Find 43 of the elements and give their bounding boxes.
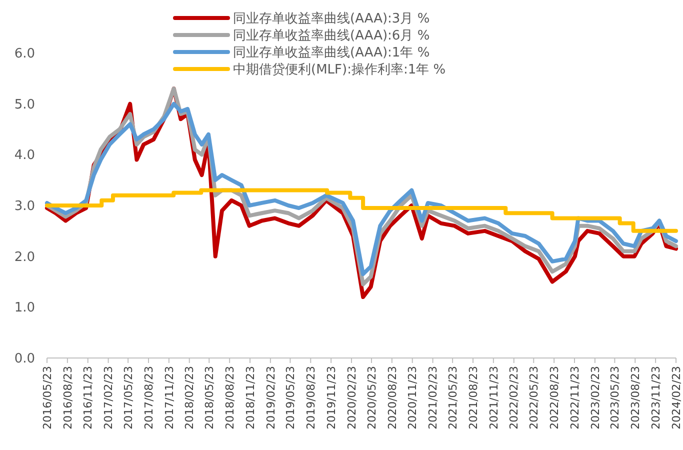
- legend-label: 同业存单收益率曲线(AAA):6月 %: [233, 28, 430, 44]
- x-tick-label: 2020/05/23: [365, 366, 378, 430]
- x-tick-label: 2023/08/23: [628, 366, 642, 430]
- y-tick-label: 6.0: [14, 46, 35, 62]
- x-tick-label: 2016/05/23: [40, 366, 54, 430]
- x-tick-label: 2022/11/23: [568, 366, 582, 430]
- x-tick-label: 2017/08/23: [142, 366, 156, 430]
- x-tick-label: 2017/11/23: [162, 366, 176, 430]
- y-tick-label: 4.0: [14, 148, 35, 164]
- y-tick-label: 1.0: [14, 300, 35, 316]
- x-tick-label: 2018/11/23: [244, 366, 257, 430]
- x-tick-label: 2016/08/23: [61, 366, 74, 430]
- x-tick-label: 2021/02/23: [426, 366, 440, 430]
- x-tick-label: 2019/02/23: [264, 366, 278, 430]
- x-tick-label: 2018/02/23: [183, 366, 196, 430]
- x-tick-label: 2016/11/23: [82, 366, 95, 430]
- x-tick-label: 2023/11/23: [649, 366, 662, 430]
- x-tick-label: 2018/08/23: [223, 366, 236, 430]
- x-tick-label: 2021/08/23: [466, 366, 480, 430]
- x-tick-label: 2019/05/23: [284, 366, 298, 430]
- x-tick-label: 2024/02/23: [670, 366, 683, 430]
- legend-label: 同业存单收益率曲线(AAA):3月 %: [233, 10, 430, 27]
- x-tick-label: 2019/08/23: [304, 366, 318, 430]
- y-tick-label: 5.0: [14, 97, 35, 112]
- x-tick-label: 2017/05/23: [122, 366, 135, 430]
- x-tick-label: 2021/11/23: [487, 366, 500, 430]
- x-tick-label: 2022/05/23: [527, 366, 540, 430]
- x-tick-label: 2019/11/23: [324, 366, 338, 430]
- x-tick-label: 2023/05/23: [608, 366, 622, 430]
- x-tick-label: 2020/11/23: [406, 366, 420, 430]
- x-tick-label: 2018/05/23: [202, 366, 216, 430]
- x-tick-label: 2017/02/23: [102, 366, 116, 430]
- y-tick-label: 3.0: [14, 199, 35, 214]
- x-tick-label: 2022/08/23: [548, 366, 561, 430]
- legend-label: 中期借贷便利(MLF):操作利率:1年 %: [233, 62, 446, 78]
- x-tick-label: 2023/02/23: [588, 366, 602, 430]
- y-tick-label: 0.0: [14, 352, 35, 367]
- legend-label: 同业存单收益率曲线(AAA):1年 %: [233, 44, 430, 61]
- x-tick-label: 2021/05/23: [446, 366, 460, 430]
- y-tick-label: 2.0: [14, 250, 35, 265]
- x-tick-label: 2020/02/23: [345, 366, 358, 430]
- x-tick-label: 2020/08/23: [386, 366, 399, 430]
- x-tick-label: 2022/02/23: [508, 366, 521, 430]
